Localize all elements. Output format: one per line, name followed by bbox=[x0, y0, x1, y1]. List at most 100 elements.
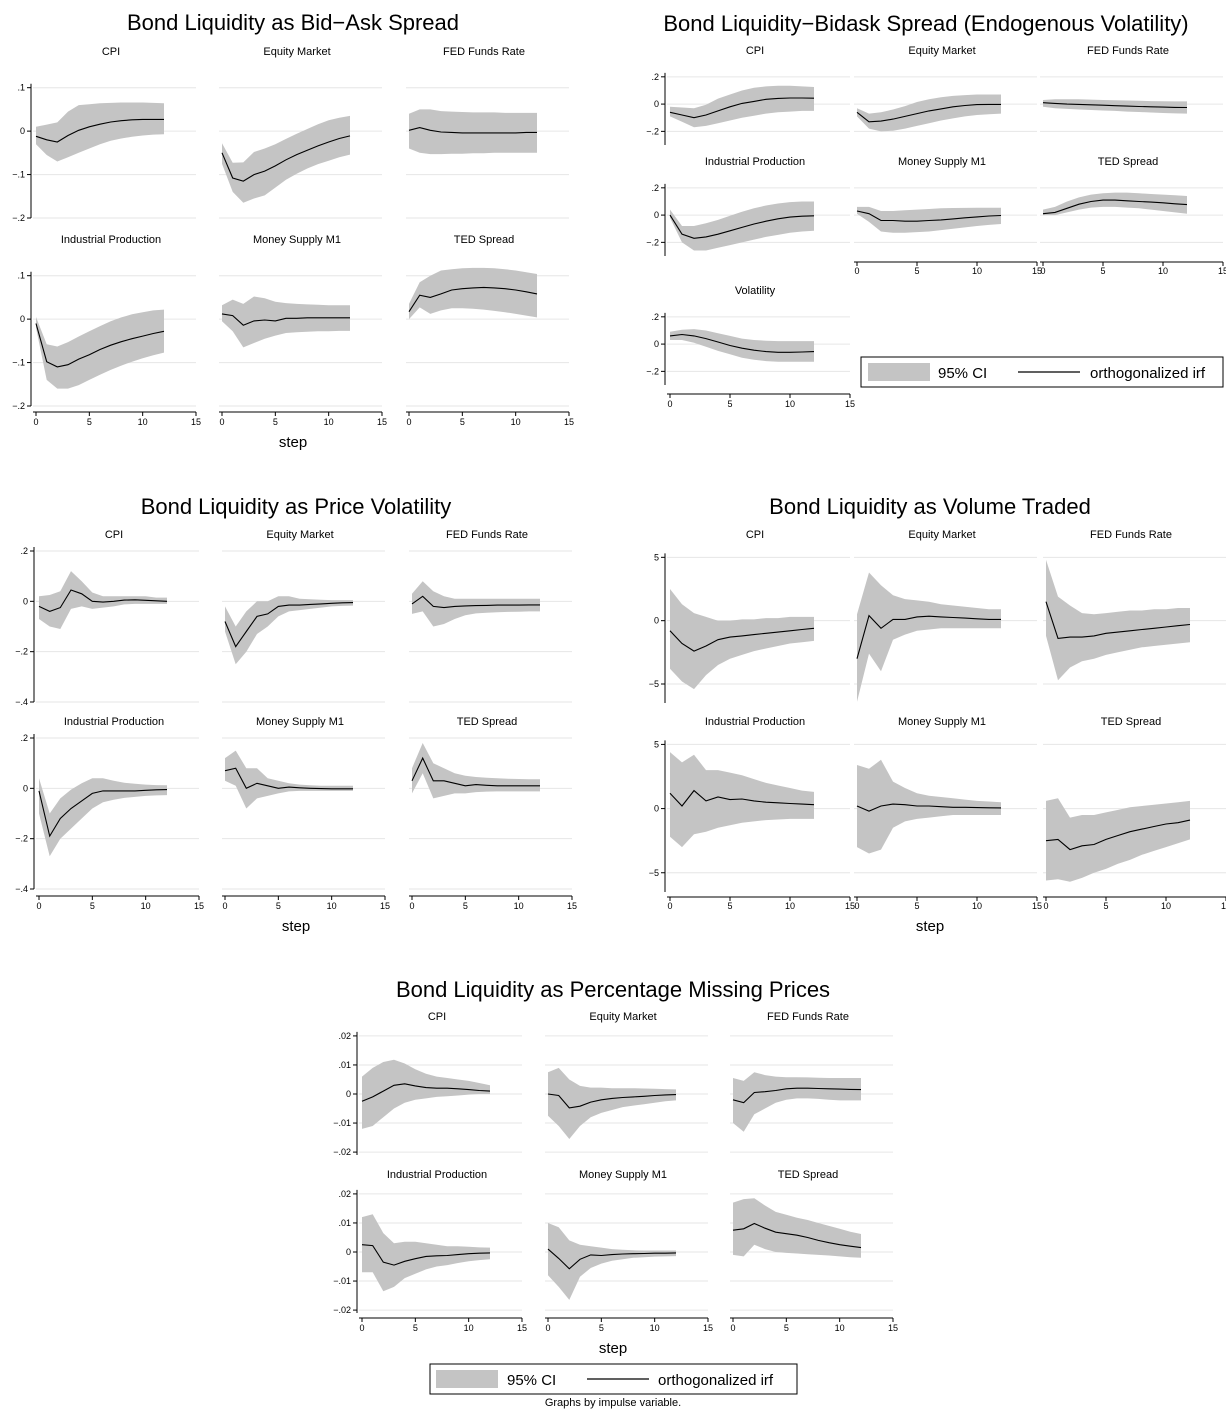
x-tick-label: 0 bbox=[667, 399, 672, 409]
x-tick-label: 15 bbox=[564, 417, 574, 427]
y-tick-label: 0 bbox=[23, 596, 28, 606]
x-tick-label: 0 bbox=[36, 901, 41, 911]
panel-title: CPI bbox=[746, 45, 764, 57]
x-tick-label: 5 bbox=[90, 901, 95, 911]
panel-title: TED Spread bbox=[454, 234, 515, 246]
x-tick-label: 10 bbox=[141, 901, 151, 911]
ci-band bbox=[548, 1067, 676, 1139]
x-tick-label: 5 bbox=[273, 417, 278, 427]
x-tick-label: 0 bbox=[667, 901, 672, 911]
y-tick-label: 0 bbox=[654, 210, 659, 220]
group-title: Bond Liquidity as Volume Traded bbox=[769, 494, 1091, 519]
irf-line bbox=[361, 1244, 491, 1266]
panel-ted-spread: TED Spread 0 5 10 15 bbox=[409, 716, 577, 911]
panel-title: Money Supply M1 bbox=[256, 716, 344, 728]
panel-equity-market: Equity Market bbox=[854, 45, 1037, 132]
chart-group-1: Bond Liquidity as Bid−Ask Spread CPI .1 0 −.… bbox=[12, 10, 574, 451]
panel-title: FED Funds Rate bbox=[1087, 45, 1169, 57]
x-tick-label: 15 bbox=[191, 417, 201, 427]
y-tick-label: −.2 bbox=[15, 647, 28, 657]
ci-band bbox=[412, 743, 540, 799]
panel-title: Industrial Production bbox=[387, 1169, 487, 1181]
ci-band bbox=[670, 589, 814, 690]
panel-equity-market: Equity Market bbox=[545, 1011, 708, 1153]
panel-cpi: CPI .1 0 −.1 −.2 bbox=[12, 46, 196, 223]
y-tick-label: .01 bbox=[338, 1060, 351, 1070]
y-tick-label: −.2 bbox=[12, 213, 25, 223]
panel-money-supply-m1: Money Supply M1 0 5 10 15 bbox=[222, 716, 390, 911]
irf-line bbox=[669, 214, 815, 239]
y-tick-label: −.1 bbox=[12, 358, 25, 368]
group-title: Bond Liquidity as Percentage Missing Pri… bbox=[396, 977, 830, 1002]
y-tick-label: −.2 bbox=[646, 366, 659, 376]
x-tick-label: 5 bbox=[727, 901, 732, 911]
panel-industrial-production: Industrial Production .2 0 −.2 −.4 0 5 10 15 bbox=[15, 716, 204, 911]
ci-band bbox=[36, 102, 164, 162]
ci-band bbox=[733, 1072, 861, 1132]
y-tick-label: −.2 bbox=[15, 834, 28, 844]
y-tick-label: 5 bbox=[654, 739, 659, 749]
ci-band bbox=[1043, 192, 1187, 216]
panel-money-supply-m1: Money Supply M1 0 5 10 15 bbox=[854, 156, 1042, 276]
y-tick-label: −.2 bbox=[12, 401, 25, 411]
x-tick-label: 15 bbox=[1032, 901, 1042, 911]
y-tick-label: 0 bbox=[654, 339, 659, 349]
x-tick-label: 10 bbox=[972, 266, 982, 276]
y-tick-label: −.02 bbox=[333, 1147, 351, 1157]
y-tick-label: .02 bbox=[338, 1189, 351, 1199]
irf-line bbox=[38, 789, 168, 838]
ci-band bbox=[670, 329, 814, 362]
panel-industrial-production: Industrial Production .1 0 −.1 −.2 0 5 10 15 bbox=[12, 234, 201, 427]
x-tick-label: 10 bbox=[650, 1323, 660, 1333]
panel-title: Industrial Production bbox=[61, 234, 161, 246]
chart-group-4: Bond Liquidity as Volume Traded CPI 5 0 −5 Eq… bbox=[649, 494, 1226, 935]
y-tick-label: 5 bbox=[654, 552, 659, 562]
y-tick-label: −5 bbox=[649, 868, 659, 878]
panel-fed-funds-rate: FED Funds Rate bbox=[730, 1011, 893, 1153]
x-tick-label: 15 bbox=[1218, 266, 1226, 276]
ci-band bbox=[222, 296, 350, 348]
x-tick-label: 5 bbox=[413, 1323, 418, 1333]
x-tick-label: 5 bbox=[727, 399, 732, 409]
x-tick-label: 15 bbox=[888, 1323, 898, 1333]
x-tick-label: 5 bbox=[914, 901, 919, 911]
x-tick-label: 5 bbox=[1103, 901, 1108, 911]
x-tick-label: 15 bbox=[1221, 901, 1226, 911]
x-tick-label: 5 bbox=[914, 266, 919, 276]
ci-band bbox=[548, 1223, 676, 1300]
group-title: Bond Liquidity−Bidask Spread (Endogenous… bbox=[663, 11, 1188, 36]
panel-cpi: CPI .02 .01 0 −.01 −.02 bbox=[333, 1011, 522, 1157]
x-tick-label: 0 bbox=[854, 266, 859, 276]
legend-top: 95% CI orthogonalized irf bbox=[860, 356, 1224, 388]
y-tick-label: 0 bbox=[654, 616, 659, 626]
y-tick-label: 0 bbox=[20, 314, 25, 324]
ci-band bbox=[39, 778, 167, 857]
panel-title: Money Supply M1 bbox=[898, 716, 986, 728]
ci-band bbox=[1043, 99, 1187, 114]
x-tick-label: 5 bbox=[87, 417, 92, 427]
irf-line bbox=[547, 1093, 677, 1109]
y-tick-label: .1 bbox=[17, 271, 25, 281]
ci-band bbox=[225, 596, 353, 665]
panel-volatility: Volatility .2 0 −.2 0 5 10 15 bbox=[646, 285, 855, 409]
irf-line bbox=[224, 767, 353, 790]
panel-title: Industrial Production bbox=[705, 716, 805, 728]
panel-title: Industrial Production bbox=[64, 716, 164, 728]
irf-line bbox=[1042, 102, 1188, 109]
irf-line bbox=[669, 333, 815, 353]
irf-line bbox=[669, 97, 815, 119]
x-tick-label: 10 bbox=[785, 399, 795, 409]
panel-title: Equity Market bbox=[908, 529, 975, 541]
x-tick-label: 0 bbox=[730, 1323, 735, 1333]
panel-title: Equity Market bbox=[263, 46, 330, 58]
x-tick-label: 15 bbox=[1032, 266, 1042, 276]
legend-bottom: 95% CI orthogonalized irf bbox=[429, 1363, 798, 1395]
x-tick-label: 10 bbox=[324, 417, 334, 427]
y-tick-label: 0 bbox=[20, 126, 25, 136]
panel-industrial-production: Industrial Production .2 0 −.2 bbox=[646, 156, 850, 256]
panel-title: Industrial Production bbox=[705, 156, 805, 168]
x-tick-label: 0 bbox=[854, 901, 859, 911]
panel-title: CPI bbox=[102, 46, 120, 58]
irf-line bbox=[547, 1248, 677, 1270]
